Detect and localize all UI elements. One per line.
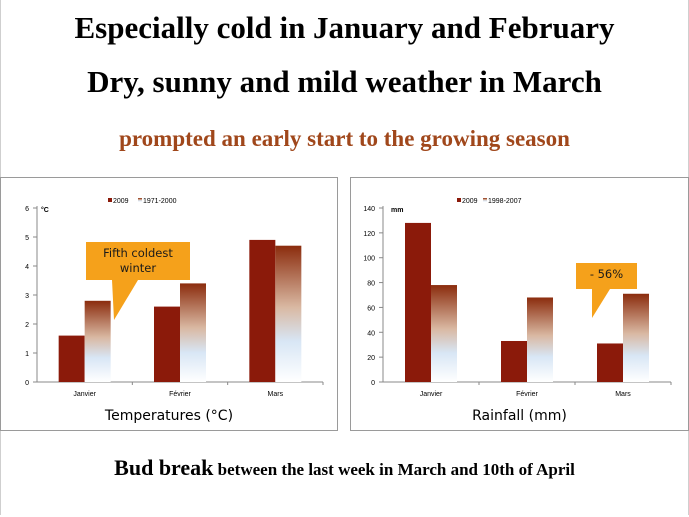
headline-mild-march: Dry, sunny and mild weather in March — [87, 64, 602, 99]
bar-1998-2007-Février — [527, 297, 553, 382]
bud-break-detail: between the last week in March and 10th … — [213, 460, 575, 479]
temperature-chart-caption: Temperatures (°C) — [104, 408, 234, 424]
bar-2009-Janvier — [405, 222, 431, 382]
legend-swatch-2009 — [108, 198, 112, 202]
bar-2009-Février — [154, 306, 180, 382]
legend-swatch-1971-2000 — [138, 198, 142, 202]
bar-2009-Février — [501, 340, 527, 382]
rainfall-chart-caption: Rainfall (mm) — [472, 408, 567, 424]
y-tick-label: 0 — [371, 380, 375, 387]
subheadline-growing-season: prompted an early start to the growing s… — [119, 126, 570, 151]
x-tick-label: Février — [516, 391, 538, 398]
callout-text: winter — [120, 261, 156, 275]
legend-swatch-1998-2007 — [483, 198, 487, 202]
bar-1971-2000-Février — [180, 283, 206, 382]
callout-text: Fifth coldest — [103, 246, 173, 260]
callout-text: - 56% — [590, 267, 623, 281]
bar-1998-2007-Mars — [623, 293, 649, 382]
y-unit-label: mm — [391, 207, 403, 214]
y-tick-label: 80 — [367, 281, 375, 288]
y-tick-label: 20 — [367, 355, 375, 362]
legend-label-1998-2007: 1998-2007 — [488, 198, 522, 205]
y-unit-label: °C — [41, 206, 49, 214]
y-tick-label: 120 — [363, 231, 375, 238]
y-tick-label: 2 — [25, 322, 29, 329]
bar-2009-Janvier — [58, 335, 85, 382]
bar-1998-2007-Janvier — [431, 285, 457, 382]
callout-bubble — [86, 242, 190, 320]
y-tick-label: 140 — [363, 206, 375, 213]
rainfall-chart: 0 20 40 60 80 100 120 140 mm Janvier Février Mars 20… — [363, 198, 672, 398]
y-tick-label: 4 — [25, 264, 29, 271]
bud-break-note: Bud break between the last week in March… — [0, 455, 689, 481]
y-tick-label: 100 — [363, 256, 375, 263]
bar-2009-Mars — [597, 343, 623, 382]
bar-2009-Mars — [249, 239, 276, 382]
bar-1971-2000-Mars — [275, 245, 302, 382]
legend-label-2009: 2009 — [113, 198, 129, 205]
y-tick-label: 0 — [25, 380, 29, 387]
y-tick-label: 3 — [25, 293, 29, 300]
legend-label-1971-2000: 1971-2000 — [143, 198, 177, 205]
x-tick-label: Janvier — [420, 391, 443, 398]
x-tick-label: Janvier — [73, 391, 96, 398]
x-tick-label: Février — [169, 391, 191, 398]
y-tick-label: 6 — [25, 206, 29, 213]
temperature-chart: 0 1 2 3 4 5 6 °C Janvier Février Mars 2009 1971-2000… — [25, 198, 324, 398]
headline-cold-winter: Especially cold in January and February — [74, 10, 615, 45]
bud-break-lead: Bud break — [114, 455, 214, 480]
rainfall-chart-panel: 0 20 40 60 80 100 120 140 mm Janvier Février Mars 20… — [350, 177, 689, 431]
y-tick-label: 60 — [367, 305, 375, 312]
bar-1971-2000-Janvier — [84, 300, 111, 382]
legend-label-2009: 2009 — [462, 198, 478, 205]
x-tick-label: Mars — [268, 391, 284, 398]
y-tick-label: 1 — [25, 351, 29, 358]
x-tick-label: Mars — [615, 391, 631, 398]
y-tick-label: 5 — [25, 235, 29, 242]
temperature-chart-panel: 0 1 2 3 4 5 6 °C Janvier Février Mars 2009 1971-2000… — [0, 177, 338, 431]
y-tick-label: 40 — [367, 330, 375, 337]
legend-swatch-2009 — [457, 198, 461, 202]
callout-bubble — [576, 263, 637, 318]
